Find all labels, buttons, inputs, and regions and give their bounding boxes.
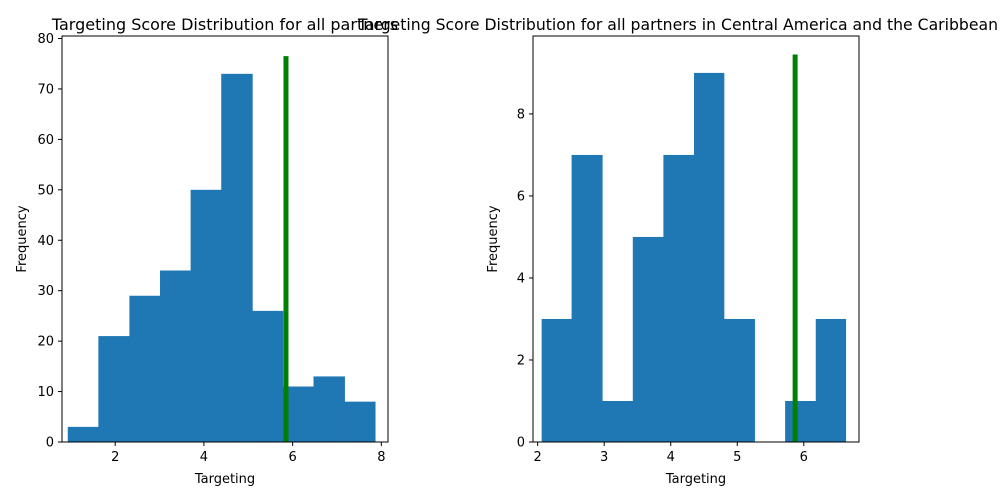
histogram-bar-7 bbox=[723, 318, 755, 442]
y-tick-label: 2 bbox=[517, 353, 525, 368]
histogram-bar-6 bbox=[694, 72, 725, 442]
y-tick-label: 80 bbox=[37, 32, 54, 47]
plot-area-border bbox=[61, 35, 389, 443]
x-tick-label: 5 bbox=[733, 450, 741, 465]
histogram-bar-9 bbox=[785, 400, 817, 442]
y-tick-label: 40 bbox=[37, 234, 54, 249]
histogram-bar-9 bbox=[313, 376, 345, 442]
y-tick-label: 30 bbox=[37, 284, 54, 299]
histogram-bar-2 bbox=[98, 336, 130, 442]
x-tick-label: 6 bbox=[288, 450, 296, 465]
histogram-all-partners: 2 4 6 8 0 10 20 30 40 50 60 70 80 Targeting Frequen… bbox=[15, 15, 398, 487]
histogram-bar-6 bbox=[221, 73, 253, 442]
y-tick-label: 4 bbox=[517, 271, 525, 286]
histogram-bar-7 bbox=[252, 310, 284, 442]
x-axis-label: Targeting bbox=[665, 472, 726, 487]
histogram-bar-5 bbox=[190, 189, 222, 442]
x-axis-label: Targeting bbox=[194, 472, 255, 487]
y-axis-label: Frequency bbox=[15, 205, 30, 272]
histogram-bar-4 bbox=[632, 236, 664, 442]
y-tick-label: 6 bbox=[517, 189, 525, 204]
y-tick-label: 8 bbox=[517, 107, 525, 122]
x-tick-label: 4 bbox=[667, 450, 675, 465]
y-tick-label: 70 bbox=[37, 82, 54, 97]
x-tick-label: 2 bbox=[111, 450, 119, 465]
axes-frame bbox=[61, 35, 389, 443]
y-tick-label: 20 bbox=[37, 335, 54, 350]
y-tick-label: 10 bbox=[37, 385, 54, 400]
histogram-bars bbox=[67, 73, 376, 442]
chart-title: Targeting Score Distribution for all par… bbox=[357, 15, 998, 34]
x-tick-label: 8 bbox=[377, 450, 385, 465]
plot-area-border bbox=[532, 35, 860, 443]
histogram-bar-3 bbox=[129, 295, 161, 442]
chart-title: Targeting Score Distribution for all par… bbox=[51, 15, 398, 34]
y-axis-ticks: 0 10 20 30 40 50 60 70 80 bbox=[37, 32, 62, 451]
x-axis-ticks: 2 4 6 8 bbox=[111, 442, 385, 465]
histogram-bar-1 bbox=[541, 318, 572, 442]
histogram-bars bbox=[541, 72, 847, 442]
histogram-bar-3 bbox=[602, 400, 634, 442]
axes-frame bbox=[532, 35, 860, 443]
histogram-bar-10 bbox=[815, 318, 847, 442]
y-axis-label: Frequency bbox=[486, 205, 501, 272]
y-axis-ticks: 0 2 4 6 8 bbox=[517, 107, 533, 451]
y-tick-label: 50 bbox=[37, 183, 54, 198]
x-tick-label: 6 bbox=[800, 450, 808, 465]
y-tick-label: 0 bbox=[517, 436, 525, 451]
y-tick-label: 0 bbox=[46, 436, 54, 451]
y-tick-label: 60 bbox=[37, 133, 54, 148]
x-axis-ticks: 2 3 4 5 6 bbox=[534, 442, 808, 465]
x-tick-label: 2 bbox=[534, 450, 542, 465]
histogram-bar-1 bbox=[67, 426, 99, 442]
histogram-bar-2 bbox=[571, 154, 603, 442]
x-tick-label: 3 bbox=[600, 450, 608, 465]
histogram-bar-5 bbox=[663, 154, 695, 442]
histogram-bar-4 bbox=[160, 270, 192, 442]
histogram-bar-10 bbox=[344, 401, 376, 442]
x-tick-label: 4 bbox=[200, 450, 208, 465]
